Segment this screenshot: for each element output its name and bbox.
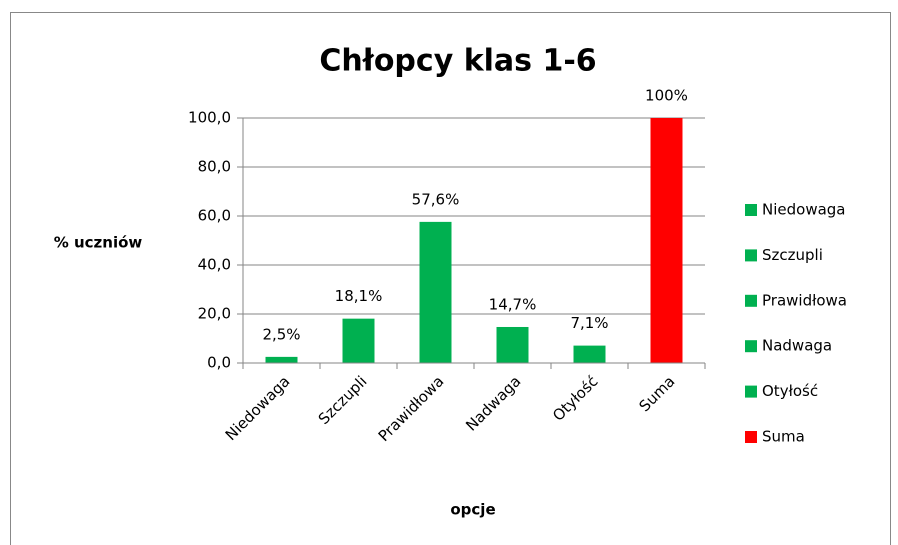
legend-swatch [745, 385, 757, 398]
legend-label: Prawidłowa [762, 291, 847, 309]
chart-title: Chłopcy klas 1-6 [319, 44, 596, 79]
value-label: 18,1% [335, 287, 383, 305]
legend-label: Suma [762, 428, 805, 446]
legend-label: Nadwaga [762, 337, 832, 355]
y-axis-label: % uczniów [54, 234, 143, 252]
y-tick-label: 40,0 [198, 256, 231, 274]
value-label: 14,7% [489, 295, 537, 313]
bar [265, 356, 298, 363]
y-tick-label: 20,0 [198, 305, 231, 323]
value-label: 57,6% [412, 190, 460, 208]
chart-frame [10, 12, 891, 545]
value-label: 100% [645, 87, 688, 105]
y-tick-label: 60,0 [198, 207, 231, 225]
legend-swatch [745, 249, 757, 262]
legend-swatch [745, 294, 757, 307]
y-tick-label: 100,0 [188, 109, 231, 127]
bar [342, 318, 375, 363]
legend-swatch [745, 340, 757, 353]
bar [650, 118, 683, 363]
y-tick-label: 0,0 [207, 354, 231, 372]
legend-label: Otyłość [762, 382, 818, 400]
y-tick-label: 80,0 [198, 158, 231, 176]
x-axis-label: opcje [450, 501, 495, 519]
legend-swatch [745, 204, 757, 216]
legend-label: Szczupli [762, 246, 823, 264]
legend-label: Niedowaga [762, 201, 846, 219]
value-label: 2,5% [262, 325, 300, 343]
bar [496, 326, 529, 363]
bar [419, 221, 452, 363]
value-label: 7,1% [570, 314, 608, 332]
bar [573, 345, 606, 363]
legend-swatch [745, 431, 757, 443]
